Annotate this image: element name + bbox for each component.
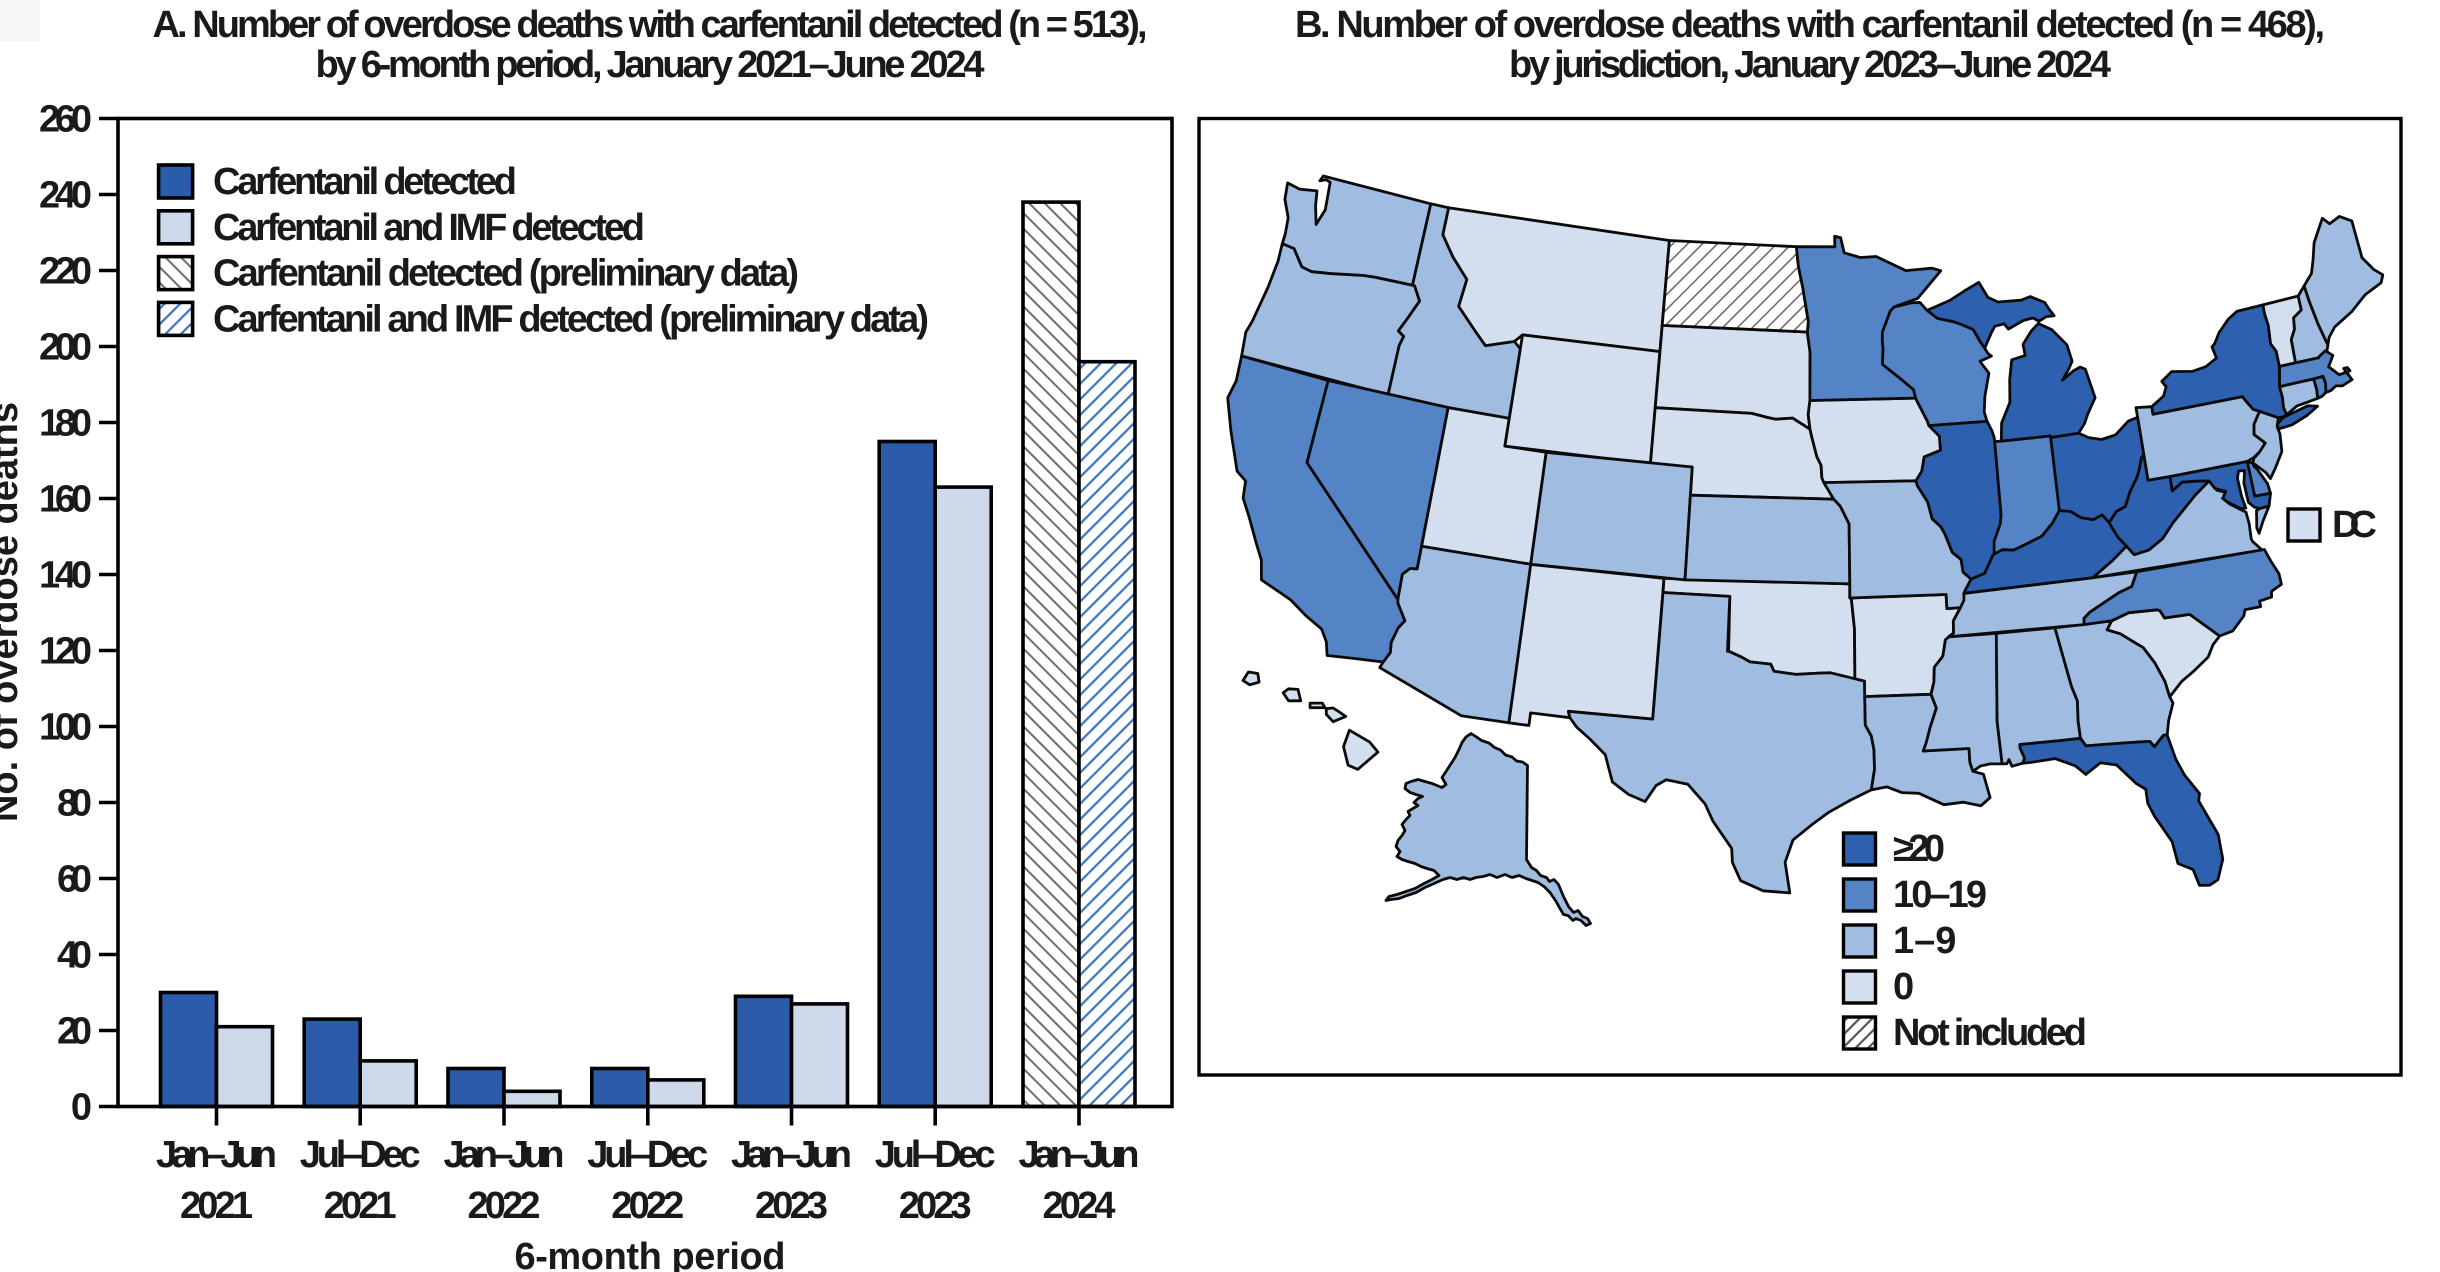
svg-text:180: 180 <box>39 403 92 445</box>
svg-text:Jan–Jun: Jan–Jun <box>731 1134 852 1176</box>
svg-text:DC: DC <box>2332 504 2377 546</box>
svg-text:220: 220 <box>39 251 92 293</box>
svg-text:0: 0 <box>71 1087 92 1129</box>
svg-text:160: 160 <box>39 479 92 521</box>
svg-text:Jul–Dec: Jul–Dec <box>587 1134 708 1176</box>
svg-text:A. Number of overdose deaths w: A. Number of overdose deaths with carfen… <box>153 4 1148 46</box>
svg-text:2022: 2022 <box>468 1185 541 1227</box>
svg-text:200: 200 <box>39 327 92 369</box>
svg-text:B. Number of overdose deaths w: B. Number of overdose deaths with carfen… <box>1295 4 2325 46</box>
svg-text:240: 240 <box>39 175 92 217</box>
svg-text:1–9: 1–9 <box>1893 920 1956 962</box>
svg-text:20: 20 <box>57 1011 92 1053</box>
svg-text:Jan–Jun: Jan–Jun <box>156 1134 277 1176</box>
svg-text:Not included: Not included <box>1893 1012 2087 1054</box>
svg-text:Jan–Jun: Jan–Jun <box>444 1134 565 1176</box>
svg-text:80: 80 <box>57 783 92 825</box>
svg-text:100: 100 <box>39 707 92 749</box>
svg-text:Carfentanil and IMF detected: Carfentanil and IMF detected <box>213 207 645 249</box>
svg-text:Carfentanil and IMF detected (: Carfentanil and IMF detected (preliminar… <box>213 298 929 340</box>
svg-text:Jul–Dec: Jul–Dec <box>300 1134 421 1176</box>
svg-text:2024: 2024 <box>1043 1185 1116 1227</box>
svg-text:≥20: ≥20 <box>1893 828 1945 870</box>
svg-text:2023: 2023 <box>755 1185 828 1227</box>
svg-text:6-month period: 6-month period <box>515 1236 786 1272</box>
svg-text:120: 120 <box>39 631 92 673</box>
svg-text:by jurisdiction, January 2023–: by jurisdiction, January 2023–June 2024 <box>1509 44 2111 86</box>
svg-text:Jul–Dec: Jul–Dec <box>875 1134 996 1176</box>
svg-text:No. of overdose deaths: No. of overdose deaths <box>0 402 26 822</box>
svg-text:140: 140 <box>39 555 92 597</box>
svg-text:10–19: 10–19 <box>1893 874 1987 916</box>
svg-text:2022: 2022 <box>611 1185 684 1227</box>
svg-text:Carfentanil detected: Carfentanil detected <box>213 161 517 203</box>
svg-text:2021: 2021 <box>180 1185 253 1227</box>
svg-text:40: 40 <box>57 935 92 977</box>
svg-text:by 6-month period, January 202: by 6-month period, January 2021–June 202… <box>316 44 985 86</box>
svg-text:Carfentanil detected (prelimin: Carfentanil detected (preliminary data) <box>213 253 799 295</box>
svg-text:Jan–Jun: Jan–Jun <box>1019 1134 1140 1176</box>
svg-text:2023: 2023 <box>899 1185 972 1227</box>
svg-text:2021: 2021 <box>324 1185 397 1227</box>
svg-text:0: 0 <box>1893 966 1914 1008</box>
svg-text:60: 60 <box>57 859 92 901</box>
svg-text:260: 260 <box>39 99 92 141</box>
